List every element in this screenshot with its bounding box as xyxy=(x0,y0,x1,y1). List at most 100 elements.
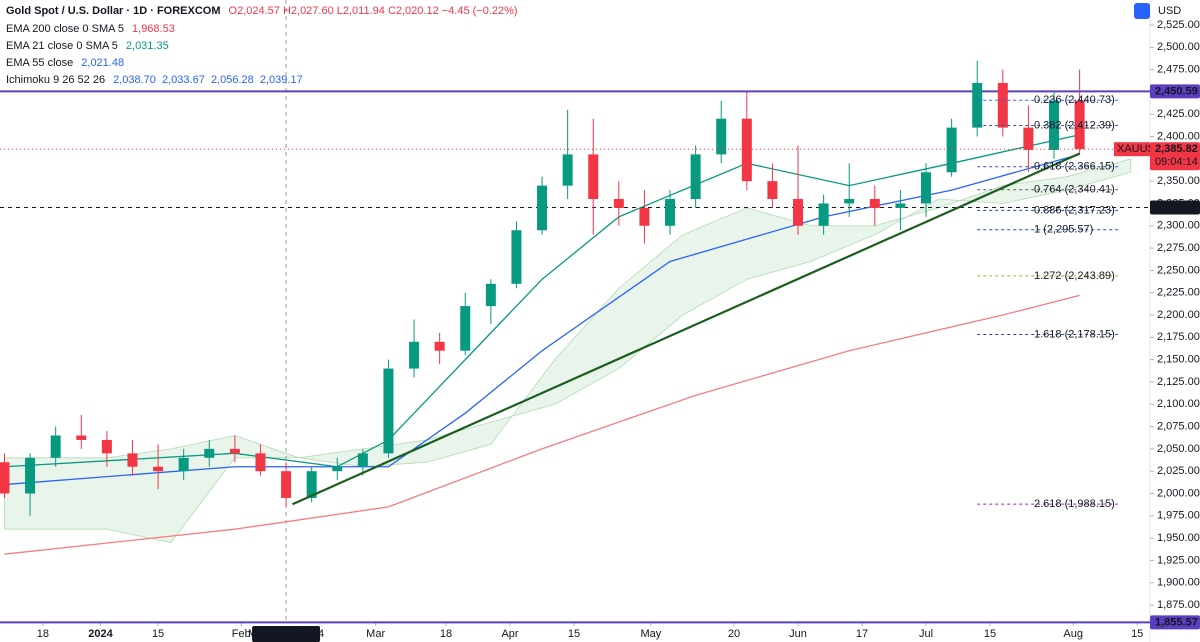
fib-label: 0.382 (2,412.39) xyxy=(1034,119,1115,131)
legend-row: Gold Spot / U.S. Dollar · 1D · FOREXCOM O… xyxy=(6,5,526,17)
y-tick-label: 2,050.00 xyxy=(1157,443,1200,455)
candle-body xyxy=(357,453,368,467)
fib-label: 2.618 (1,988.15) xyxy=(1034,498,1115,510)
y-tick-label: 2,425.00 xyxy=(1157,108,1200,120)
y-tick-label: 1,900.00 xyxy=(1157,577,1200,589)
candle-body xyxy=(844,199,855,204)
fib-label: 1 (2,295.57) xyxy=(1034,224,1093,236)
x-tick-label: 15 xyxy=(1131,628,1143,640)
x-tick-label: 2024 xyxy=(88,628,113,640)
candle-body xyxy=(511,230,522,284)
candle-body xyxy=(0,462,10,494)
y-tick-label: 2,525.00 xyxy=(1157,19,1200,31)
x-tick-label: Aug xyxy=(1063,628,1083,640)
y-tick-label: 2,500.00 xyxy=(1157,41,1200,53)
symbol-tag xyxy=(1114,142,1150,157)
indicator-line xyxy=(4,134,1080,468)
y-tick-label: 1,950.00 xyxy=(1157,532,1200,544)
x-tick-label: May xyxy=(640,628,661,640)
candle-body xyxy=(1074,100,1085,150)
candle-body xyxy=(895,203,906,208)
plot-area xyxy=(0,0,1150,622)
legend-text: EMA 200 close 0 SMA 5 xyxy=(6,23,125,35)
fib-label: 0.618 (2,366.15) xyxy=(1034,161,1115,173)
x-tick-label: Jun xyxy=(789,628,807,640)
y-tick-label: 2,225.00 xyxy=(1157,287,1200,299)
price-tag-label: 1,855.57 xyxy=(1155,616,1198,628)
candle-body xyxy=(946,127,957,173)
price-tag-label: 2,450.59 xyxy=(1155,85,1198,97)
x-tick-label: Apr xyxy=(501,628,518,640)
currency-button[interactable] xyxy=(1134,3,1150,19)
candle-body xyxy=(818,203,829,226)
x-tick-label: 15 xyxy=(568,628,580,640)
candle-body xyxy=(153,466,164,472)
legend-row: EMA 200 close 0 SMA 5 1,968.53 xyxy=(6,23,183,35)
candle-body xyxy=(332,466,343,472)
y-tick-label: 2,000.00 xyxy=(1157,487,1200,499)
y-tick-label: 1,975.00 xyxy=(1157,510,1200,522)
legend-row: EMA 55 close 2,021.48 xyxy=(6,57,132,69)
x-tick-label: 18 xyxy=(37,628,49,640)
legend-row: EMA 21 close 0 SMA 5 2,031.35 xyxy=(6,40,177,52)
candle-body xyxy=(690,154,701,200)
candle-body xyxy=(562,154,573,186)
x-tick-label: Mar xyxy=(366,628,385,640)
legend-text: EMA 21 close 0 SMA 5 xyxy=(6,40,118,52)
y-tick-label: 2,175.00 xyxy=(1157,331,1200,343)
y-tick-label: 2,075.00 xyxy=(1157,420,1200,432)
candle-body xyxy=(434,341,445,351)
candle-body xyxy=(76,435,87,440)
price-tag xyxy=(1150,84,1200,99)
candle-body xyxy=(1049,100,1060,150)
candle-body xyxy=(281,471,292,498)
candle-body xyxy=(793,199,804,226)
price-tag xyxy=(1150,200,1200,215)
legend-text: O2,024.57 H2,027.60 L2,011.94 C2,020.12 … xyxy=(228,5,518,17)
candle-body xyxy=(178,457,189,472)
y-tick-label: 2,150.00 xyxy=(1157,354,1200,366)
fib-label: 0.236 (2,440.73) xyxy=(1034,94,1115,106)
y-tick-label: 2,300.00 xyxy=(1157,220,1200,232)
currency-label: USD xyxy=(1158,5,1181,17)
candle-body xyxy=(383,368,394,454)
crosshair-date-tag xyxy=(252,626,321,642)
legend-row: Ichimoku 9 26 52 26 2,038.70 2,033.67 2,0… xyxy=(6,74,311,86)
candle-body xyxy=(741,118,752,182)
legend-text: Gold Spot / U.S. Dollar · 1D · FOREXCOM xyxy=(6,5,221,17)
candle-body xyxy=(639,207,650,226)
y-tick-label: 2,125.00 xyxy=(1157,376,1200,388)
candle-body xyxy=(921,172,932,204)
price-tag xyxy=(1150,615,1200,630)
candle-body xyxy=(665,199,676,226)
x-tick-label: Feb xyxy=(232,628,251,640)
legend-text: 1,968.53 xyxy=(132,23,175,35)
y-tick-label: 2,200.00 xyxy=(1157,309,1200,321)
candle-body xyxy=(588,154,599,200)
x-tick-label: 15 xyxy=(152,628,164,640)
price-tag-label: 2,320.52 xyxy=(1155,201,1198,213)
legend-text: 2,021.48 xyxy=(81,57,125,69)
candle-body xyxy=(50,435,61,458)
y-tick-label: 2,400.00 xyxy=(1157,130,1200,142)
legend-text: Ichimoku 9 26 52 26 xyxy=(6,74,106,86)
countdown-label: 09:04:14 xyxy=(1155,156,1198,168)
candle-body xyxy=(613,199,624,208)
candle-body xyxy=(972,82,983,128)
legend-text: EMA 55 close xyxy=(6,57,74,69)
y-tick-label: 2,025.00 xyxy=(1157,465,1200,477)
candle-body xyxy=(537,185,548,231)
candle-body xyxy=(716,118,727,155)
candle-body xyxy=(997,82,1008,128)
x-tick-label: 20 xyxy=(728,628,740,640)
y-tick-label: 2,350.00 xyxy=(1157,175,1200,187)
crosshair-date-label: Mon 12 Feb '24 xyxy=(248,628,324,640)
y-tick-label: 2,475.00 xyxy=(1157,64,1200,76)
candle-body xyxy=(485,283,496,307)
candle-body xyxy=(767,181,778,200)
fib-label: 1.272 (2,243.89) xyxy=(1034,270,1115,282)
candle-body xyxy=(306,471,317,498)
fib-label: 0.886 (2,317.23) xyxy=(1034,204,1115,216)
candle-body xyxy=(460,306,471,351)
